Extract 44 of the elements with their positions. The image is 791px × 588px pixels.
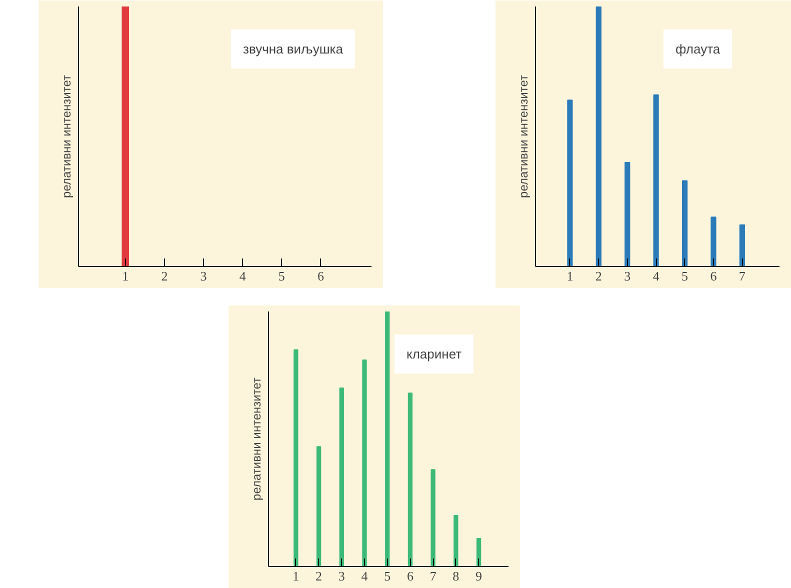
text: кларинет: [406, 346, 462, 362]
bar: [624, 162, 630, 266]
x-tick-label: 2: [316, 568, 322, 584]
bar: [476, 538, 482, 566]
x-tick-label: 5: [384, 568, 391, 584]
bar: [362, 359, 367, 566]
x-tick-label: 6: [317, 268, 324, 284]
bar: [430, 469, 436, 566]
bar: [710, 216, 716, 266]
bar: [454, 515, 458, 566]
x-tick-label: 4: [652, 268, 660, 284]
x-tick-label: 2: [161, 268, 168, 284]
x-tick-label: 1: [566, 268, 574, 284]
x-tick-label: 6: [710, 268, 718, 284]
x-tick-label: 1: [292, 568, 300, 584]
x-tick-label: 7: [738, 268, 746, 284]
x-tick-label: 5: [278, 268, 285, 284]
bar: [316, 446, 322, 566]
x-tick-label: 5: [682, 268, 688, 284]
x-tick-label: 8: [452, 568, 460, 584]
x-tick-label: 3: [200, 268, 207, 284]
x-tick-label: 1: [122, 268, 129, 284]
text: флаута: [676, 42, 721, 56]
y-axis-title: релативни интензитет: [250, 377, 264, 500]
bar: [567, 100, 573, 266]
y-axis-title: релативни интензитет: [60, 74, 74, 198]
x-tick-label: 3: [338, 568, 345, 584]
x-tick-label: 6: [406, 568, 414, 584]
x-tick-label: 7: [430, 568, 437, 584]
bar: [682, 180, 688, 266]
bar: [339, 388, 344, 566]
bar: [653, 94, 659, 266]
x-tick-label: 2: [595, 268, 602, 284]
x-tick-label: 4: [239, 268, 246, 284]
text: звучна виљушка: [243, 42, 344, 56]
bar: [739, 224, 745, 266]
bar: [385, 312, 390, 566]
y-axis-title: релативни интензитет: [516, 74, 530, 198]
bar: [408, 392, 413, 566]
x-tick-label: 4: [361, 568, 368, 584]
bar: [596, 6, 602, 266]
bar: [294, 349, 298, 566]
x-tick-label: 9: [476, 568, 482, 584]
x-tick-label: 3: [624, 268, 631, 284]
